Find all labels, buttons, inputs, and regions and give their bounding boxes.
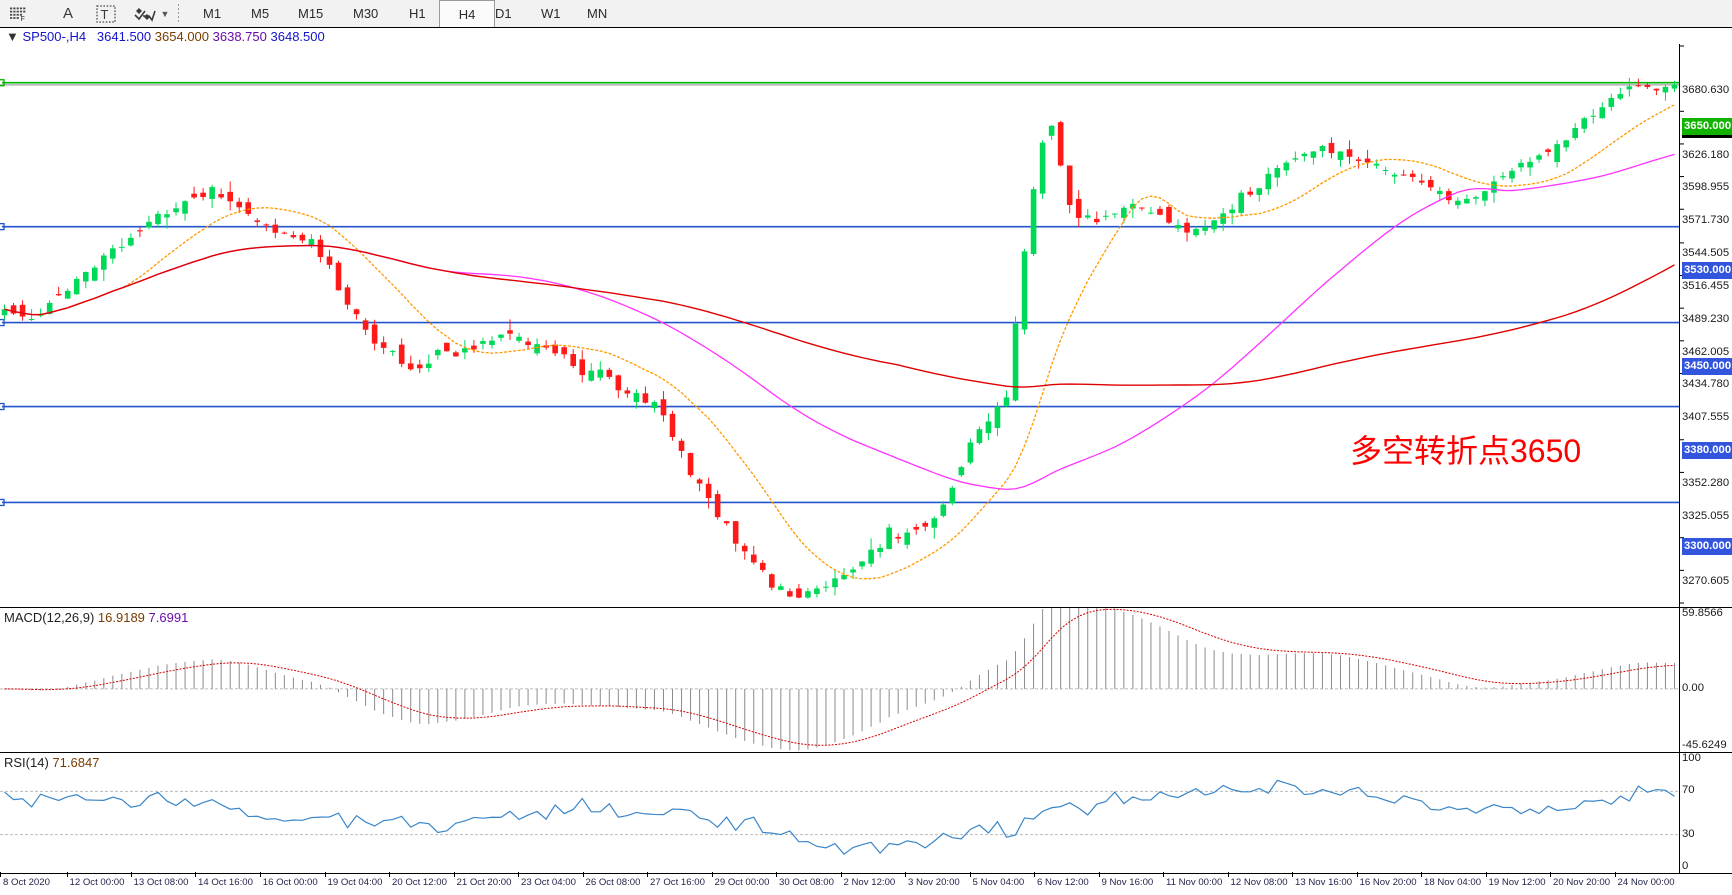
svg-text:T: T	[101, 7, 109, 22]
svg-text:F: F	[20, 16, 24, 21]
